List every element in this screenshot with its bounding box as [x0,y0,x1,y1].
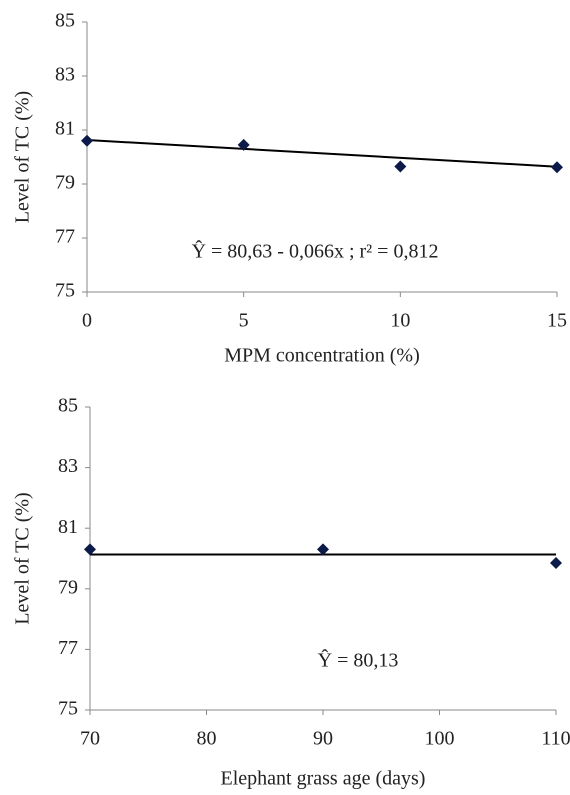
y-tick-label: 83 [55,64,75,86]
data-point [317,543,329,556]
y-tick-label: 77 [55,226,75,248]
x-tick-label: 100 [425,728,455,750]
equation: Ŷ = 80,63 - 0,066x ; r² = 0,812 [192,240,439,263]
trendline [86,138,558,168]
x-axis-label: MPM concentration (%) [224,345,420,367]
data-point [81,134,93,147]
data-point [84,543,96,556]
data-point [550,557,562,570]
data-point [394,160,407,173]
y-tick-label: 81 [58,516,78,538]
y-tick-label: 79 [58,576,78,598]
y-tick-label: 75 [58,698,78,720]
x-tick-label: 10 [390,310,410,332]
x-tick-label: 5 [239,310,249,332]
y-tick-label: 75 [55,280,75,302]
x-tick-label: 70 [80,728,100,750]
y-tick-label: 85 [58,395,78,417]
y-tick-label: 83 [58,455,78,477]
x-tick-label: 15 [547,310,567,332]
y-axis-label: Level of TC (%) [12,492,34,624]
data-point [237,138,250,151]
equation: Ŷ = 80,13 [318,649,399,672]
data-point [551,161,563,174]
y-tick-label: 85 [55,10,75,32]
y-tick-label: 77 [58,637,78,659]
x-tick-label: 90 [313,728,333,750]
x-tick-label: 80 [197,728,217,750]
x-axis-label: Elephant grass age (days) [221,768,426,790]
y-tick-label: 79 [55,172,75,194]
y-tick-label: 81 [55,118,75,140]
x-tick-label: 110 [541,728,570,750]
x-tick-label: 0 [82,310,92,332]
y-axis-label: Level of TC (%) [12,91,34,223]
